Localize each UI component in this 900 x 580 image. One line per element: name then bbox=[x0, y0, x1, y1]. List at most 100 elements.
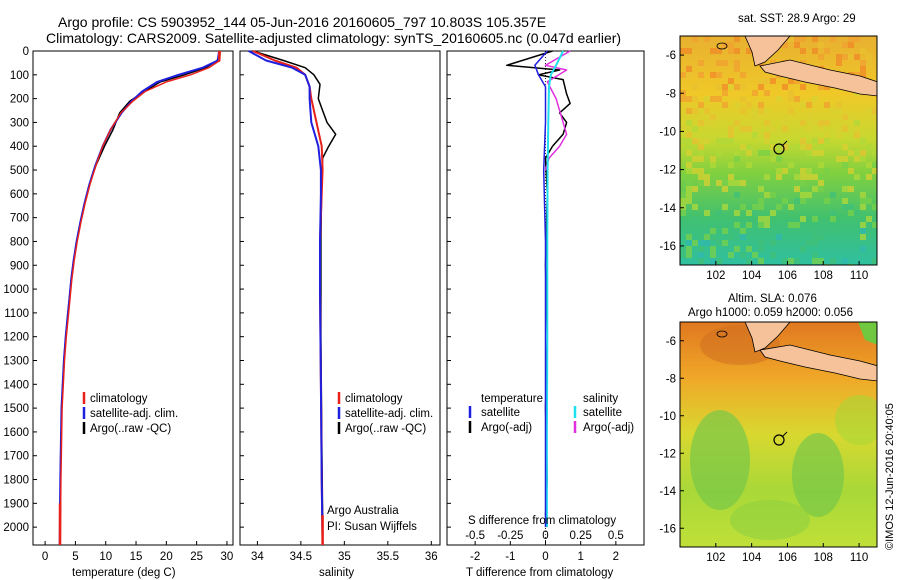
map-xtick-label: 102 bbox=[706, 552, 725, 564]
sst-pixel bbox=[752, 132, 758, 138]
sst-pixel bbox=[680, 198, 686, 204]
sst-pixel bbox=[764, 216, 770, 222]
sst-pixel bbox=[854, 156, 860, 162]
temp-xtick-label: 10 bbox=[99, 551, 112, 563]
sst-pixel bbox=[860, 198, 866, 204]
sst-pixel bbox=[722, 102, 728, 108]
sst-pixel bbox=[680, 138, 686, 144]
sst-pixel bbox=[782, 114, 788, 120]
sst-pixel bbox=[686, 96, 692, 102]
sst-pixel bbox=[788, 108, 794, 114]
sst-pixel bbox=[788, 162, 794, 168]
sst-pixel bbox=[848, 54, 854, 60]
sst-pixel bbox=[860, 204, 866, 210]
sst-pixel bbox=[686, 108, 692, 114]
sst-pixel bbox=[782, 198, 788, 204]
sst-pixel bbox=[728, 42, 734, 48]
sst-pixel bbox=[806, 102, 812, 108]
difference-xlabel: T difference from climatology bbox=[466, 567, 613, 579]
sst-pixel bbox=[818, 162, 824, 168]
sst-pixel bbox=[806, 150, 812, 156]
sst-pixel bbox=[830, 36, 836, 42]
sst-pixel bbox=[848, 210, 854, 216]
sst-pixel bbox=[770, 78, 776, 84]
sst-pixel bbox=[860, 66, 866, 72]
sla-map-title-1: Altim. SLA: 0.076 bbox=[728, 293, 817, 305]
salinity-legend: climatology satellite-adj. clim. Argo(..… bbox=[327, 392, 433, 533]
sst-pixel bbox=[704, 96, 710, 102]
sst-pixel bbox=[710, 48, 716, 54]
top-axis-label: S difference from climatology bbox=[468, 515, 616, 527]
map-ytick-label: -10 bbox=[659, 411, 676, 423]
sst-pixel bbox=[686, 138, 692, 144]
depth-tick-label: 1300 bbox=[3, 355, 29, 367]
sst-pixel bbox=[734, 222, 740, 228]
depth-tick-label: 1700 bbox=[3, 451, 29, 463]
sst-pixel bbox=[806, 240, 812, 246]
sst-pixel bbox=[860, 150, 866, 156]
sst-pixel bbox=[764, 222, 770, 228]
sst-pixel bbox=[848, 36, 854, 42]
sst-pixel bbox=[758, 258, 764, 264]
sst-pixel bbox=[860, 60, 866, 66]
temp-climatology-line bbox=[59, 50, 222, 546]
sst-pixel bbox=[704, 234, 710, 240]
sst-pixel bbox=[788, 78, 794, 84]
sst-pixel bbox=[680, 210, 686, 216]
map-xtick-label: 104 bbox=[742, 270, 762, 282]
sst-pixel bbox=[698, 258, 704, 264]
sst-pixel bbox=[710, 96, 716, 102]
sst-pixel bbox=[686, 240, 692, 246]
depth-tick-label: 1000 bbox=[3, 284, 29, 296]
diff-temp-satellite-line bbox=[534, 50, 548, 528]
sst-pixel bbox=[866, 162, 872, 168]
sst-pixel bbox=[728, 252, 734, 258]
sst-pixel bbox=[818, 138, 824, 144]
sst-pixel bbox=[680, 126, 686, 132]
depth-tick-label: 900 bbox=[10, 260, 29, 272]
sst-pixel bbox=[704, 174, 710, 180]
sst-pixel bbox=[812, 150, 818, 156]
sst-pixel bbox=[692, 138, 698, 144]
map-ytick-label: -6 bbox=[666, 336, 676, 348]
depth-tick-label: 700 bbox=[10, 213, 29, 225]
legend-salinity-title: salinity bbox=[583, 393, 618, 405]
sst-pixel bbox=[710, 252, 716, 258]
sst-map-title: sat. SST: 28.9 Argo: 29 bbox=[738, 13, 856, 25]
sst-pixel bbox=[734, 120, 740, 126]
sst-pixel bbox=[800, 120, 806, 126]
salinity-xlabel: salinity bbox=[319, 567, 354, 579]
sst-pixel bbox=[770, 156, 776, 162]
sst-pixel bbox=[776, 234, 782, 240]
sst-pixel bbox=[776, 144, 782, 150]
sst-pixel bbox=[770, 252, 776, 258]
diff-xtick-label: -2 bbox=[470, 551, 480, 563]
sst-float-marker bbox=[773, 143, 785, 155]
depth-tick-label: 1800 bbox=[3, 475, 29, 487]
sst-pixel bbox=[800, 84, 806, 90]
sst-pixel bbox=[746, 222, 752, 228]
sst-pixel bbox=[818, 180, 824, 186]
sst-pixel bbox=[734, 60, 740, 66]
sst-pixel bbox=[710, 120, 716, 126]
sst-pixel bbox=[680, 252, 686, 258]
sst-pixel bbox=[794, 174, 800, 180]
sst-pixel bbox=[698, 252, 704, 258]
sst-pixel bbox=[830, 192, 836, 198]
sst-pixel bbox=[866, 216, 872, 222]
sst-pixel bbox=[764, 132, 770, 138]
sst-pixel bbox=[752, 204, 758, 210]
sst-pixel bbox=[692, 204, 698, 210]
sst-pixel bbox=[740, 72, 746, 78]
sst-pixel bbox=[680, 246, 686, 252]
sal-legend-climatology: climatology bbox=[345, 393, 403, 405]
sst-pixel bbox=[806, 168, 812, 174]
sst-pixel bbox=[704, 138, 710, 144]
sst-pixel bbox=[842, 156, 848, 162]
sst-pixel bbox=[686, 132, 692, 138]
sst-pixel bbox=[722, 90, 728, 96]
sst-pixel bbox=[776, 156, 782, 162]
temp-satellite-line bbox=[58, 50, 221, 546]
sst-pixel bbox=[758, 246, 764, 252]
sla-map: Altim. SLA: 0.076 Argo h1000: 0.059 h200… bbox=[659, 293, 878, 564]
